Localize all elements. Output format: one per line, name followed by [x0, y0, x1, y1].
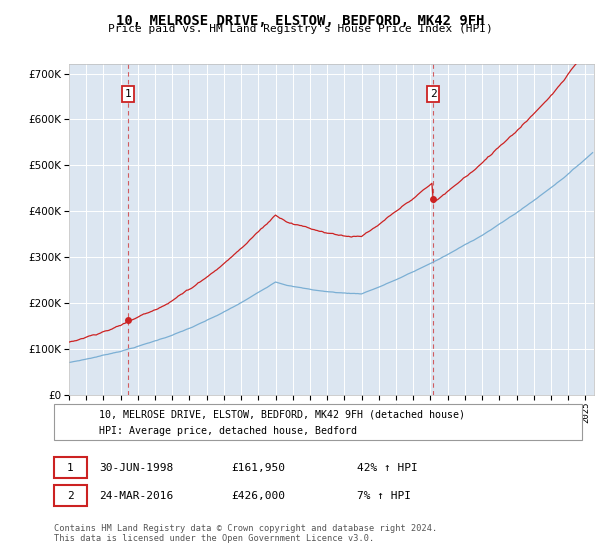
- Text: 2: 2: [430, 89, 437, 99]
- Text: 7% ↑ HPI: 7% ↑ HPI: [357, 491, 411, 501]
- Text: 42% ↑ HPI: 42% ↑ HPI: [357, 463, 418, 473]
- Text: HPI: Average price, detached house, Bedford: HPI: Average price, detached house, Bedf…: [99, 426, 357, 436]
- Text: 10, MELROSE DRIVE, ELSTOW, BEDFORD, MK42 9FH (detached house): 10, MELROSE DRIVE, ELSTOW, BEDFORD, MK42…: [99, 409, 465, 419]
- Text: Price paid vs. HM Land Registry's House Price Index (HPI): Price paid vs. HM Land Registry's House …: [107, 24, 493, 34]
- Text: £426,000: £426,000: [231, 491, 285, 501]
- Text: 1: 1: [67, 463, 74, 473]
- Text: 2: 2: [67, 491, 74, 501]
- Text: £161,950: £161,950: [231, 463, 285, 473]
- Text: 10, MELROSE DRIVE, ELSTOW, BEDFORD, MK42 9FH: 10, MELROSE DRIVE, ELSTOW, BEDFORD, MK42…: [116, 14, 484, 28]
- Text: Contains HM Land Registry data © Crown copyright and database right 2024.
This d: Contains HM Land Registry data © Crown c…: [54, 524, 437, 543]
- Text: 30-JUN-1998: 30-JUN-1998: [99, 463, 173, 473]
- Text: 1: 1: [124, 89, 131, 99]
- Text: 24-MAR-2016: 24-MAR-2016: [99, 491, 173, 501]
